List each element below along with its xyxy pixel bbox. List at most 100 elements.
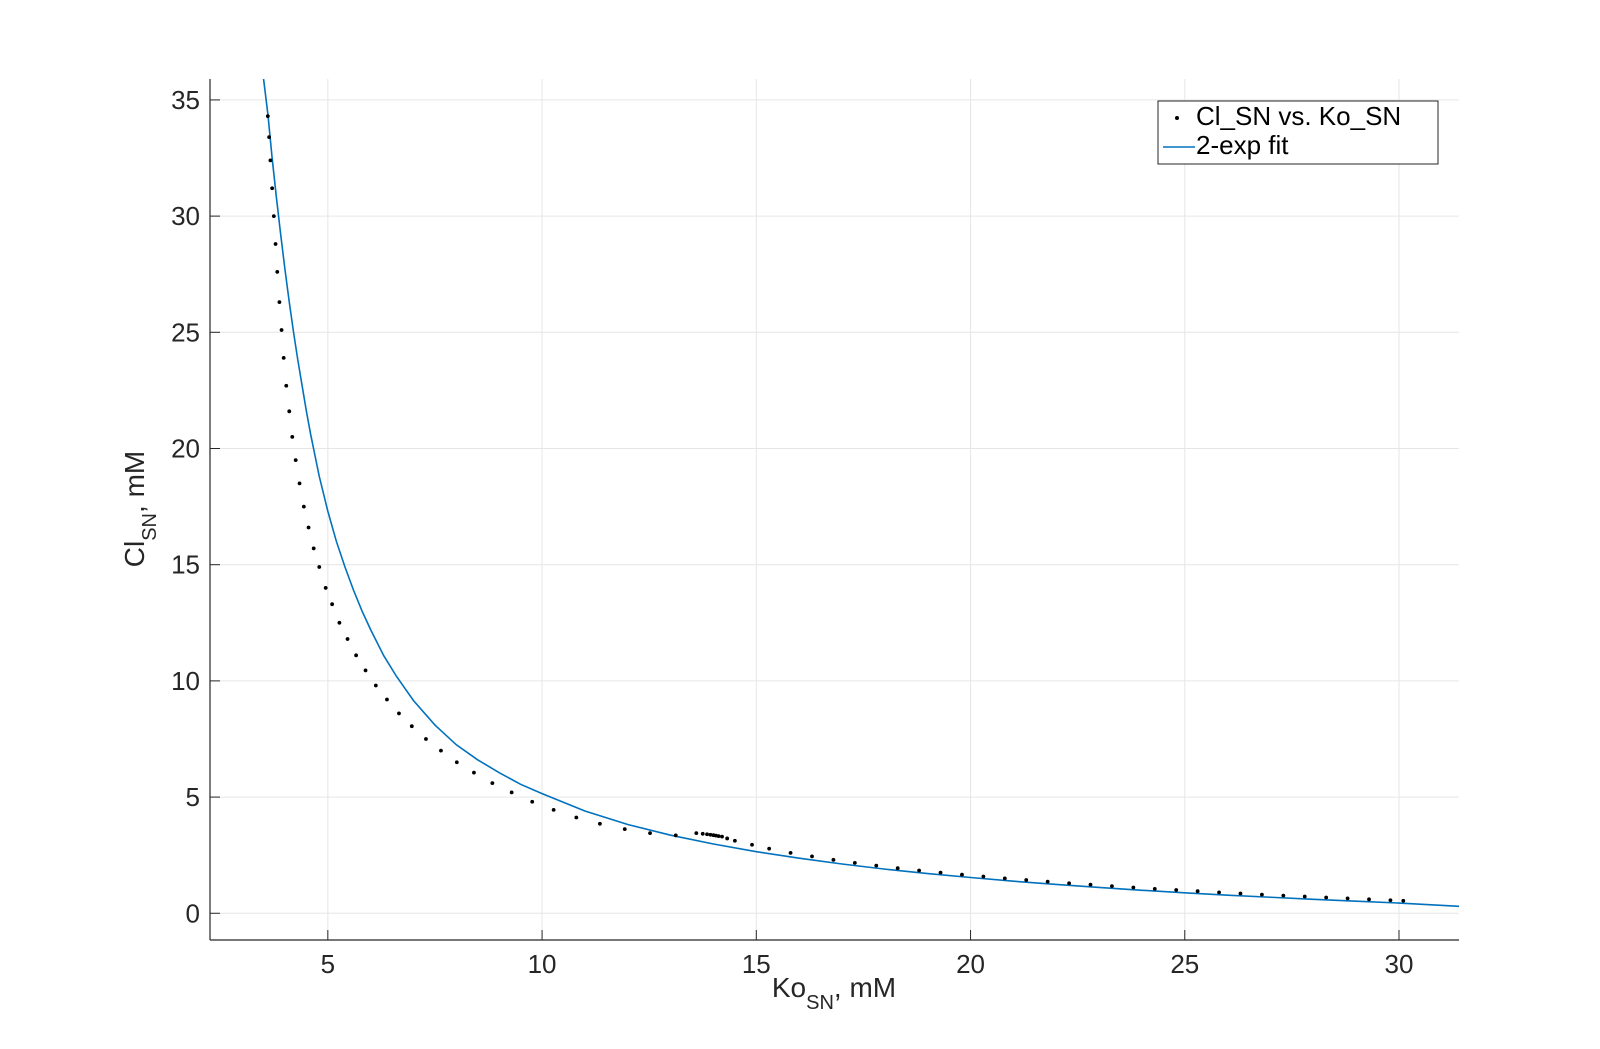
data-point bbox=[1110, 884, 1114, 888]
data-point bbox=[1152, 886, 1157, 891]
x-tick-label: 5 bbox=[321, 949, 335, 979]
x-tick-label: 20 bbox=[956, 949, 985, 979]
data-point bbox=[330, 602, 335, 607]
data-point bbox=[1067, 881, 1071, 886]
data-point bbox=[306, 525, 311, 530]
data-point bbox=[938, 870, 943, 875]
data-point bbox=[1174, 888, 1179, 892]
data-point bbox=[268, 158, 273, 163]
data-point bbox=[297, 481, 302, 486]
data-point bbox=[1217, 890, 1221, 895]
y-tick-label: 35 bbox=[171, 85, 200, 115]
data-point bbox=[708, 832, 713, 837]
data-point bbox=[323, 586, 328, 590]
data-point bbox=[317, 565, 322, 569]
data-point bbox=[1367, 897, 1371, 902]
data-point bbox=[337, 620, 342, 625]
x-tick-label: 10 bbox=[528, 949, 557, 979]
data-point bbox=[1088, 882, 1093, 887]
x-tick-labels: 5 10 15 20 25 30 bbox=[321, 949, 1414, 979]
data-point bbox=[750, 842, 754, 847]
data-point bbox=[960, 872, 964, 877]
data-point bbox=[301, 504, 306, 509]
series-points bbox=[265, 114, 1406, 903]
data-point bbox=[311, 546, 316, 551]
data-point bbox=[385, 697, 389, 702]
data-point bbox=[895, 866, 900, 871]
data-point bbox=[1002, 876, 1007, 881]
data-point bbox=[917, 868, 922, 873]
y-tick-labels: 0 5 10 15 20 25 30 35 bbox=[171, 85, 200, 928]
data-point bbox=[275, 269, 280, 274]
legend: Cl_SN vs. Ko_SN 2-exp fit bbox=[1157, 100, 1439, 165]
data-point bbox=[354, 653, 359, 658]
y-tick-label: 10 bbox=[171, 666, 200, 696]
x-tick-label: 30 bbox=[1385, 949, 1414, 979]
data-point bbox=[530, 799, 535, 804]
data-point bbox=[287, 409, 292, 414]
data-point bbox=[720, 834, 724, 839]
y-tick-label: 25 bbox=[171, 317, 200, 347]
legend-box bbox=[1157, 100, 1439, 165]
data-point bbox=[277, 300, 282, 304]
data-point bbox=[397, 711, 401, 716]
data-point bbox=[439, 748, 443, 753]
data-point bbox=[472, 770, 476, 775]
data-point bbox=[373, 683, 378, 688]
data-point bbox=[363, 668, 368, 673]
data-point bbox=[271, 214, 276, 219]
data-point bbox=[1302, 894, 1307, 899]
data-point bbox=[345, 637, 350, 641]
x-axis-label-sub: SN bbox=[806, 992, 834, 1014]
fit-line bbox=[262, 78, 1460, 908]
data-point bbox=[290, 434, 295, 439]
y-tick-label: 15 bbox=[171, 550, 200, 580]
data-point bbox=[1260, 892, 1264, 897]
data-point bbox=[490, 781, 495, 786]
series-fit-line bbox=[262, 78, 1460, 908]
data-point bbox=[981, 874, 986, 879]
data-point bbox=[265, 114, 270, 119]
data-point bbox=[574, 815, 579, 820]
data-point bbox=[788, 850, 793, 855]
data-point bbox=[267, 135, 272, 140]
data-point bbox=[705, 832, 709, 837]
data-point bbox=[454, 760, 459, 765]
x-axis-label: KoSN, mM bbox=[772, 972, 896, 1014]
data-point bbox=[648, 831, 652, 835]
data-point bbox=[622, 827, 627, 832]
data-point bbox=[281, 355, 286, 360]
data-point bbox=[1131, 885, 1136, 890]
y-tick-label: 0 bbox=[186, 898, 200, 928]
data-point bbox=[1045, 879, 1050, 884]
data-point bbox=[1195, 889, 1200, 894]
legend-label-fit: 2-exp fit bbox=[1196, 130, 1289, 160]
data-point bbox=[694, 831, 699, 835]
data-point bbox=[732, 838, 737, 843]
y-tick-label: 5 bbox=[186, 782, 200, 812]
data-point bbox=[1401, 898, 1406, 903]
legend-marker-points bbox=[1175, 116, 1179, 120]
data-point bbox=[700, 831, 705, 836]
legend-label-points: Cl_SN vs. Ko_SN bbox=[1196, 101, 1401, 131]
data-point bbox=[598, 821, 602, 826]
data-point bbox=[831, 857, 836, 862]
data-point bbox=[284, 383, 289, 388]
x-axis-label-main: Ko bbox=[772, 972, 806, 1003]
y-tick-label: 30 bbox=[171, 201, 200, 231]
data-point bbox=[273, 242, 278, 246]
data-point bbox=[716, 834, 721, 839]
data-point bbox=[279, 328, 284, 332]
data-point bbox=[424, 737, 428, 741]
data-point bbox=[852, 860, 857, 865]
data-point bbox=[270, 186, 275, 191]
x-tick-label: 25 bbox=[1170, 949, 1199, 979]
data-point bbox=[810, 854, 814, 859]
data-point bbox=[1324, 895, 1329, 900]
data-point bbox=[509, 790, 514, 795]
y-axis-label-suffix: , mM bbox=[119, 451, 150, 513]
axes bbox=[209, 79, 1459, 941]
data-point bbox=[409, 724, 414, 729]
grid-lines bbox=[210, 79, 1459, 940]
data-point bbox=[551, 807, 556, 812]
